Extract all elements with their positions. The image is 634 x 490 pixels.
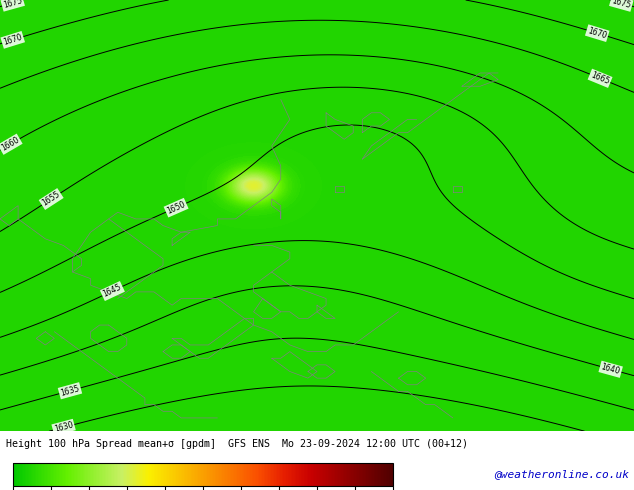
Text: 1670: 1670 (2, 33, 23, 47)
Text: 1660: 1660 (0, 135, 21, 153)
Text: 1635: 1635 (60, 384, 81, 398)
Text: Height 100 hPa Spread mean+σ [gpdm]  GFS ENS  Mo 23-09-2024 12:00 UTC (00+12): Height 100 hPa Spread mean+σ [gpdm] GFS … (6, 439, 469, 449)
Text: 1675: 1675 (611, 0, 632, 10)
Text: 1655: 1655 (41, 190, 61, 208)
Text: 1670: 1670 (586, 26, 608, 40)
Text: @weatheronline.co.uk: @weatheronline.co.uk (494, 469, 629, 479)
Text: 1675: 1675 (2, 0, 23, 10)
Text: 1665: 1665 (590, 71, 611, 86)
Text: 1650: 1650 (165, 199, 187, 216)
Text: 1630: 1630 (53, 420, 74, 434)
Text: 1640: 1640 (600, 362, 621, 376)
Text: 1645: 1645 (101, 283, 123, 299)
